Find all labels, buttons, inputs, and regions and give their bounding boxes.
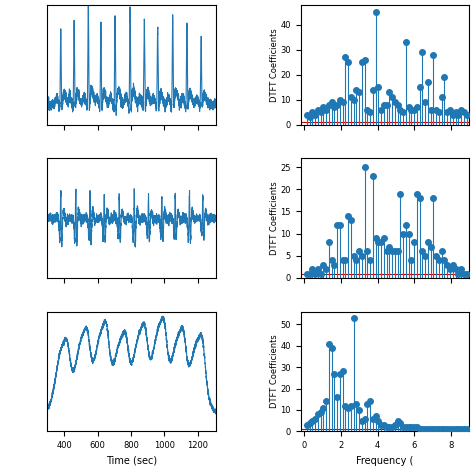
Y-axis label: DTFT Coefficients: DTFT Coefficients [270,335,279,408]
X-axis label: Frequency (: Frequency ( [356,456,414,465]
X-axis label: Time (sec): Time (sec) [106,456,157,465]
Y-axis label: DTFT Coefficients: DTFT Coefficients [270,28,279,101]
Y-axis label: DTFT Coefficients: DTFT Coefficients [270,181,279,255]
